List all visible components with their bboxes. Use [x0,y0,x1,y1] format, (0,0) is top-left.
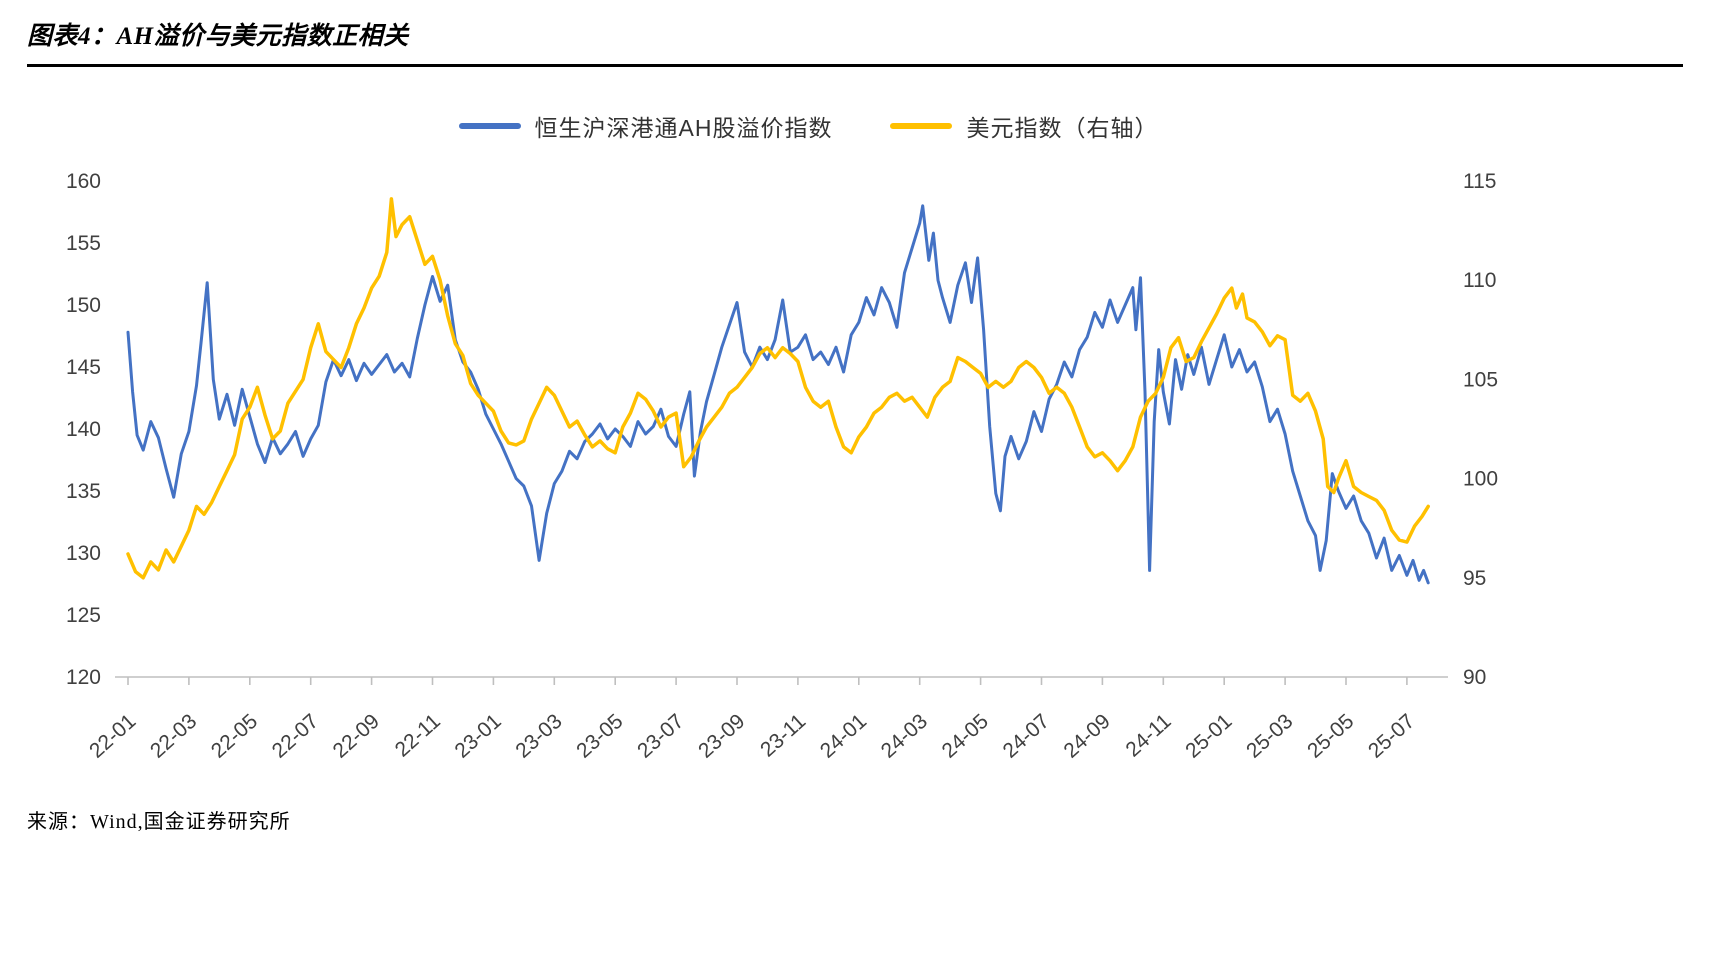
svg-text:135: 135 [66,480,101,503]
svg-text:90: 90 [1463,666,1486,689]
x-axis [115,676,1448,685]
svg-text:140: 140 [66,418,101,441]
svg-text:25-05: 25-05 [1303,710,1358,763]
svg-text:150: 150 [66,294,101,317]
svg-text:115: 115 [1463,170,1496,193]
svg-text:145: 145 [66,356,101,379]
svg-text:130: 130 [66,542,101,565]
svg-text:22-09: 22-09 [329,710,384,763]
svg-text:22-05: 22-05 [207,710,262,763]
svg-text:22-11: 22-11 [391,710,445,762]
svg-text:24-03: 24-03 [877,710,932,763]
svg-text:25-07: 25-07 [1364,710,1419,763]
svg-text:22-01: 22-01 [85,710,140,763]
svg-text:110: 110 [1463,269,1496,292]
chart-legend: 恒生沪深港通AH股溢价指数 美元指数（右轴） [142,109,1475,143]
svg-text:155: 155 [66,232,101,255]
svg-text:25-03: 25-03 [1242,710,1297,763]
legend-item-usd-index: 美元指数（右轴） [890,109,1158,143]
svg-text:25-01: 25-01 [1181,710,1236,763]
svg-text:95: 95 [1463,567,1486,590]
svg-text:120: 120 [66,666,101,689]
svg-text:23-03: 23-03 [511,710,566,763]
left-axis-tick-labels: 120 125 130 135 140 145 150 155 160 [66,170,101,689]
usd-index-line [126,197,1430,580]
page-title: 图表4：AH溢价与美元指数正相关 [27,16,1683,67]
svg-text:23-07: 23-07 [633,710,688,763]
svg-text:24-07: 24-07 [999,710,1054,763]
ah-premium-line [126,204,1430,585]
ah-premium-swatch [458,123,521,129]
usd-index-swatch [890,123,953,129]
svg-text:24-05: 24-05 [938,710,993,763]
svg-text:24-09: 24-09 [1059,710,1114,763]
svg-text:23-01: 23-01 [450,710,505,763]
svg-text:22-03: 22-03 [146,710,201,763]
x-axis-tick-labels: 22-01 22-03 22-05 22-07 22-09 22-11 23-01 23-03… [85,710,1419,763]
source-note: 来源：Wind,国金证券研究所 [27,811,291,833]
legend-item-ah-premium: 恒生沪深港通AH股溢价指数 [458,109,833,143]
svg-text:24-01: 24-01 [816,710,871,763]
report-figure: 图表4：AH溢价与美元指数正相关 恒生沪深港通AH股溢价指数 美元指数（右轴） [0,0,1710,143]
svg-text:23-05: 23-05 [572,710,627,763]
svg-text:100: 100 [1463,468,1498,491]
svg-text:24-11: 24-11 [1121,710,1175,762]
svg-text:105: 105 [1463,368,1498,391]
legend-label-usd-index: 美元指数（右轴） [966,115,1159,141]
svg-text:23-09: 23-09 [694,710,749,763]
line-chart: 120 125 130 135 140 145 150 155 160 90 95 100 105 110… [66,170,1498,763]
legend-label-ah-premium: 恒生沪深港通AH股溢价指数 [534,115,833,141]
right-axis-tick-labels: 90 95 100 105 110 115 [1463,170,1498,689]
svg-text:22-07: 22-07 [268,710,323,763]
svg-text:125: 125 [66,604,101,627]
svg-text:160: 160 [66,170,101,193]
svg-text:23-11: 23-11 [756,710,810,762]
